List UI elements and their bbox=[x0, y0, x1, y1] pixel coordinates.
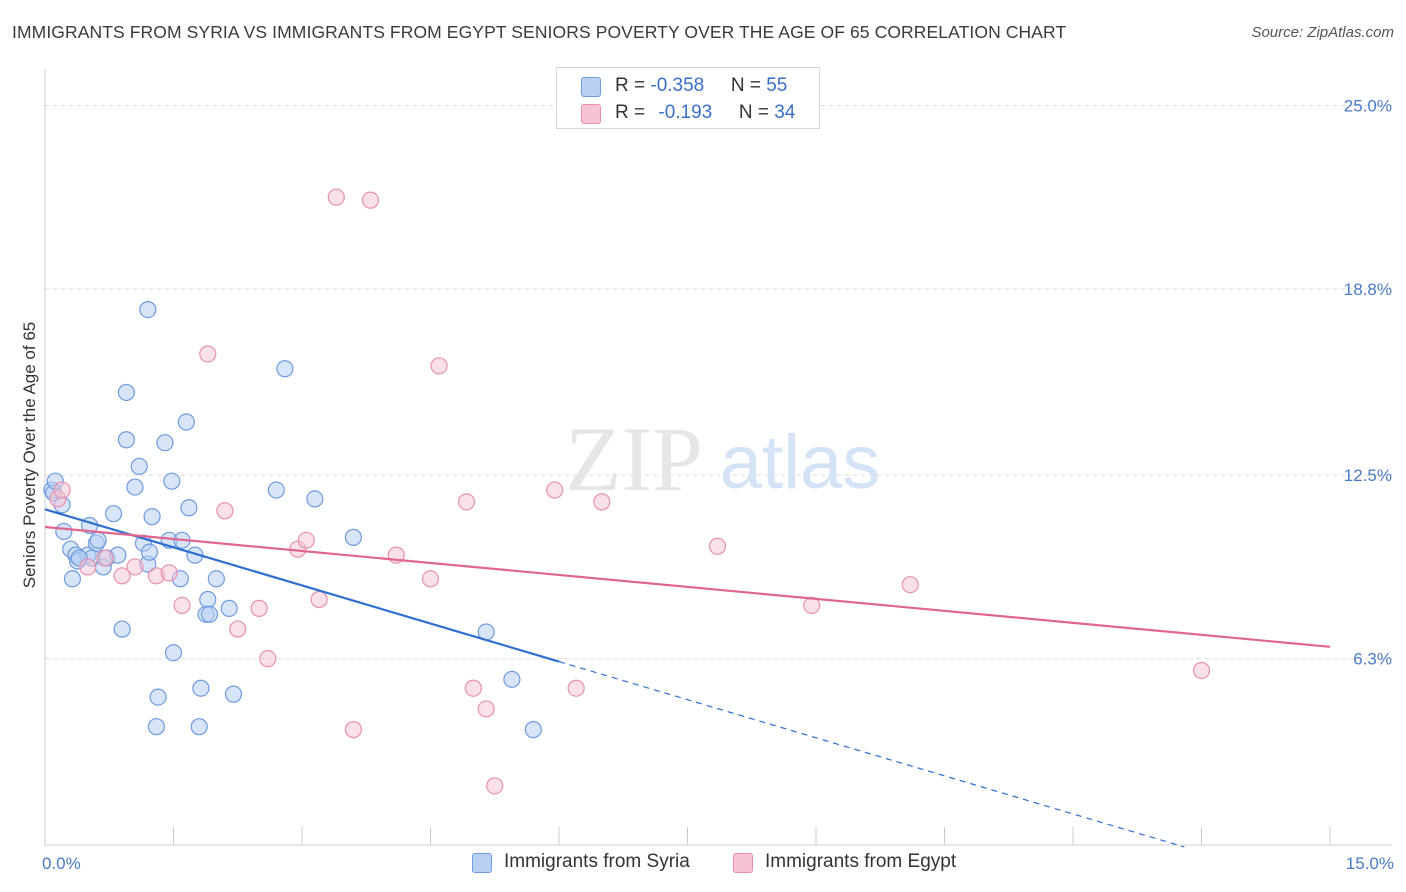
syria-point-37 bbox=[190, 718, 208, 736]
stats-legend: R = -0.358 N = 55 R = -0.193 N = 34 bbox=[556, 67, 820, 129]
y-tick-label-1: 18.8% bbox=[1344, 280, 1392, 299]
syria-trend-extension bbox=[558, 661, 1185, 848]
syria-point-54 bbox=[140, 543, 159, 561]
egypt-point-1 bbox=[53, 481, 71, 499]
egypt-point-4 bbox=[113, 567, 131, 585]
syria-point-40 bbox=[199, 590, 217, 609]
egypt-point-18 bbox=[344, 721, 362, 739]
egypt-point-17 bbox=[327, 188, 345, 206]
y-tick-label-3: 6.3% bbox=[1353, 650, 1392, 669]
syria-point-26 bbox=[147, 718, 165, 736]
egypt-point-13 bbox=[259, 650, 277, 668]
egypt-point-5 bbox=[126, 558, 144, 576]
syria-point-38 bbox=[192, 679, 210, 697]
x-tick-label-min: 0.0% bbox=[42, 854, 81, 873]
chart-title: IMMIGRANTS FROM SYRIA VS IMMIGRANTS FROM… bbox=[12, 22, 1067, 42]
syria-n-label: N = bbox=[730, 75, 767, 96]
watermark-atlas: atlas bbox=[720, 420, 881, 505]
watermark-zip: ZIP bbox=[565, 408, 703, 510]
syria-point-18 bbox=[117, 431, 135, 449]
legend-syria-swatch bbox=[472, 853, 492, 873]
egypt-point-22 bbox=[430, 357, 448, 375]
syria-point-48 bbox=[344, 528, 362, 546]
egypt-point-11 bbox=[229, 620, 247, 638]
syria-point-35 bbox=[180, 499, 198, 517]
syria-r-label: R = bbox=[615, 75, 651, 96]
source-label: Source: ZipAtlas.com bbox=[1251, 24, 1394, 41]
egypt-point-27 bbox=[546, 481, 564, 499]
syria-point-47 bbox=[306, 490, 324, 508]
syria-point-24 bbox=[143, 508, 161, 526]
watermark: ZIP atlas bbox=[565, 408, 880, 510]
syria-points bbox=[43, 300, 542, 739]
egypt-r-label: R = bbox=[615, 102, 651, 123]
egypt-n-value: 34 bbox=[774, 102, 796, 123]
syria-point-17 bbox=[113, 620, 131, 638]
egypt-point-3 bbox=[96, 549, 114, 567]
syria-r-value: -0.358 bbox=[650, 75, 705, 96]
egypt-trend-line bbox=[44, 525, 1331, 648]
egypt-point-12 bbox=[250, 599, 268, 617]
egypt-r-value: -0.193 bbox=[658, 102, 713, 123]
egypt-point-23 bbox=[457, 493, 476, 511]
egypt-point-16 bbox=[310, 590, 328, 609]
syria-point-6 bbox=[63, 570, 82, 588]
syria-point-21 bbox=[130, 457, 148, 475]
egypt-point-2 bbox=[79, 558, 97, 576]
syria-point-31 bbox=[164, 644, 183, 662]
syria-point-45 bbox=[267, 481, 285, 499]
syria-point-46 bbox=[276, 360, 294, 378]
y-tick-label-0: 25.0% bbox=[1344, 96, 1392, 115]
legend-egypt-swatch bbox=[733, 853, 753, 873]
egypt-point-32 bbox=[901, 576, 919, 594]
syria-point-41 bbox=[200, 605, 219, 623]
legend-egypt-label: Immigrants from Egypt bbox=[765, 851, 957, 872]
x-tick-label-max: 15.0% bbox=[1346, 854, 1394, 873]
syria-trend-line bbox=[44, 508, 560, 663]
egypt-point-33 bbox=[1192, 661, 1211, 680]
syria-point-4 bbox=[55, 522, 73, 541]
tick-labels: 25.0% 18.8% 12.5% 6.3% 0.0% 15.0% bbox=[42, 96, 1394, 873]
egypt-point-28 bbox=[567, 679, 585, 697]
y-axis-label: Seniors Poverty Over the Age of 65 bbox=[20, 321, 39, 589]
legend-syria-label: Immigrants from Syria bbox=[504, 851, 690, 872]
egypt-point-21 bbox=[421, 570, 440, 588]
grid-lines bbox=[45, 104, 1392, 660]
y-tick-label-2: 12.5% bbox=[1344, 466, 1392, 485]
syria-point-27 bbox=[149, 688, 167, 706]
egypt-n-label: N = bbox=[738, 102, 775, 123]
egypt-point-25 bbox=[477, 700, 495, 718]
egypt-point-29 bbox=[593, 493, 611, 511]
syria-n-value: 55 bbox=[766, 75, 788, 96]
egypt-point-26 bbox=[486, 777, 504, 795]
trend-lines bbox=[44, 508, 1331, 848]
egypt-point-24 bbox=[464, 679, 482, 697]
syria-point-20 bbox=[126, 478, 144, 496]
egypt-point-30 bbox=[708, 537, 727, 555]
syria-point-43 bbox=[220, 599, 238, 617]
egypt-point-8 bbox=[173, 596, 191, 615]
syria-point-34 bbox=[177, 413, 195, 431]
syria-point-19 bbox=[117, 383, 135, 402]
egypt-point-19 bbox=[361, 191, 380, 209]
syria-point-30 bbox=[163, 472, 181, 490]
egypt-point-9 bbox=[199, 345, 217, 363]
syria-point-53 bbox=[89, 531, 107, 549]
egypt-point-10 bbox=[216, 502, 234, 520]
syria-point-25 bbox=[139, 300, 157, 319]
syria-point-44 bbox=[224, 685, 243, 703]
syria-swatch bbox=[581, 77, 601, 97]
syria-point-15 bbox=[104, 505, 123, 523]
syria-point-42 bbox=[207, 570, 225, 588]
syria-point-50 bbox=[503, 670, 521, 688]
syria-point-28 bbox=[156, 434, 174, 452]
axes bbox=[44, 70, 1392, 846]
egypt-point-7 bbox=[160, 564, 178, 582]
egypt-swatch bbox=[581, 104, 601, 124]
egypt-point-15 bbox=[297, 531, 315, 549]
syria-point-51 bbox=[524, 721, 542, 739]
egypt-points bbox=[49, 188, 1211, 795]
